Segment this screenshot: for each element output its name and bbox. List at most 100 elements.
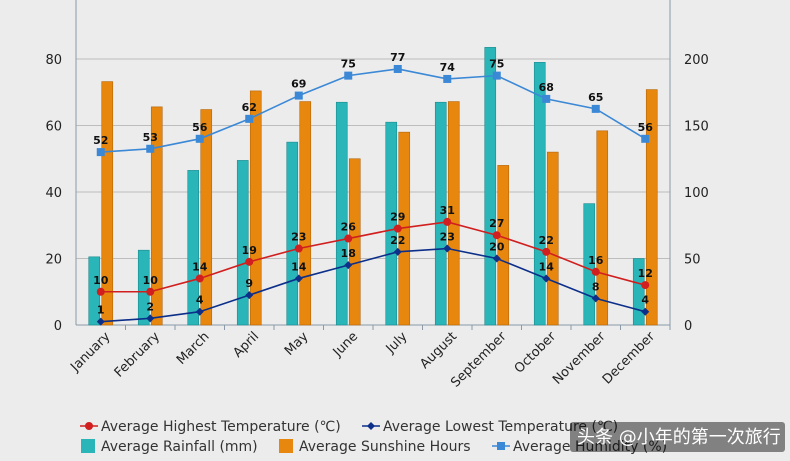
- hum-point: [195, 134, 204, 143]
- high-point: [492, 231, 501, 240]
- watermark-text: 头条 @小年的第一次旅行: [577, 427, 781, 448]
- hum-point: [492, 71, 501, 80]
- rainfall-bar: [187, 170, 200, 326]
- bars: [88, 47, 658, 326]
- right-tick-label: 100: [684, 186, 709, 201]
- low-data-label: 8: [592, 280, 600, 293]
- high-data-label: 29: [390, 211, 405, 224]
- rainfall-bar: [583, 203, 596, 326]
- low-data-label: 4: [641, 294, 649, 307]
- high-data-label: 26: [341, 221, 357, 234]
- rainfall-bar: [236, 160, 249, 326]
- low-data-label: 4: [196, 294, 204, 307]
- rainfall-bar: [286, 141, 299, 326]
- hum-point: [96, 148, 105, 157]
- hum-data-label: 62: [242, 101, 257, 114]
- high-point: [344, 234, 353, 243]
- rainfall-bar: [484, 47, 497, 326]
- sunshine-bar: [348, 158, 361, 326]
- hum-data-label: 52: [93, 134, 108, 147]
- low-point: [591, 294, 600, 303]
- right-tick-label: 150: [684, 120, 709, 135]
- high-point: [146, 287, 155, 296]
- low-data-label: 1: [97, 304, 105, 317]
- rainfall-bar: [434, 101, 447, 326]
- rainfall-bar: [533, 62, 546, 326]
- right-tick-label: 0: [684, 319, 692, 334]
- high-data-label: 31: [440, 204, 455, 217]
- high-point: [641, 281, 650, 290]
- high-point: [393, 224, 402, 233]
- sunshine-bar: [447, 101, 460, 326]
- high-data-label: 16: [588, 254, 604, 267]
- watermark: 头条 @小年的第一次旅行: [570, 422, 785, 452]
- high-data-label: 10: [93, 274, 109, 287]
- hum-point: [344, 71, 353, 80]
- hum-point: [146, 144, 155, 153]
- high-data-label: 10: [143, 274, 159, 287]
- left-tick-label: 60: [45, 120, 62, 135]
- high-data-label: 19: [242, 244, 257, 257]
- low-point: [96, 317, 105, 326]
- high-point: [591, 267, 600, 276]
- hum-point: [393, 64, 402, 73]
- legend-label: Average Sunshine Hours: [299, 439, 471, 455]
- low-point: [393, 247, 402, 256]
- low-data-label: 9: [245, 277, 253, 290]
- sunshine-bar: [497, 165, 510, 326]
- lines: [96, 64, 650, 326]
- high-data-label: 27: [489, 217, 504, 230]
- legend-label: Average Rainfall (mm): [101, 439, 258, 455]
- low-point: [344, 261, 353, 270]
- hum-line: [100, 68, 646, 153]
- sunshine-bar: [596, 130, 609, 326]
- low-data-label: 14: [539, 260, 555, 273]
- low-data-label: 2: [146, 300, 154, 313]
- legend-marker: [367, 422, 375, 430]
- hum-data-label: 74: [440, 61, 456, 74]
- rainfall-bar: [385, 121, 398, 326]
- hum-data-label: 69: [291, 78, 306, 91]
- hum-point: [591, 104, 600, 113]
- high-point: [195, 274, 204, 283]
- low-point: [492, 254, 501, 263]
- hum-data-label: 77: [390, 51, 405, 64]
- low-data-label: 14: [291, 260, 307, 273]
- low-line: [100, 247, 646, 323]
- legend-swatch: [279, 439, 293, 453]
- left-tick-label: 40: [45, 186, 62, 201]
- hum-data-label: 53: [143, 131, 158, 144]
- high-point: [96, 287, 105, 296]
- hum-data-label: 56: [638, 121, 654, 134]
- high-point: [542, 247, 551, 256]
- right-tick-label: 200: [684, 53, 709, 68]
- low-point: [542, 274, 551, 283]
- high-data-label: 12: [638, 267, 653, 280]
- hum-point: [245, 114, 254, 123]
- legend: Average Highest Temperature (℃) Average L…: [80, 419, 667, 455]
- left-tick-label: 20: [45, 253, 62, 268]
- legend-marker: [497, 442, 505, 450]
- high-point: [443, 217, 452, 226]
- high-point: [245, 257, 254, 266]
- low-point: [294, 274, 303, 283]
- low-point: [245, 291, 254, 300]
- hum-data-label: 75: [489, 58, 504, 71]
- hum-data-label: 65: [588, 91, 603, 104]
- left-tick-label: 80: [45, 53, 62, 68]
- low-point: [443, 244, 452, 253]
- sunshine-bar: [299, 101, 312, 326]
- gridlines: [76, 58, 670, 259]
- left-tick-label: 0: [54, 319, 62, 334]
- low-data-label: 20: [489, 241, 505, 254]
- legend-label: Average Highest Temperature (℃): [101, 419, 341, 435]
- low-point: [195, 307, 204, 316]
- sunshine-bar: [200, 109, 213, 326]
- sunshine-bar: [101, 81, 114, 326]
- left-axis-ticks: 0 20 40 60 80: [45, 53, 62, 334]
- hum-point: [443, 74, 452, 83]
- sunshine-bar: [546, 151, 559, 326]
- hum-data-label: 68: [539, 81, 554, 94]
